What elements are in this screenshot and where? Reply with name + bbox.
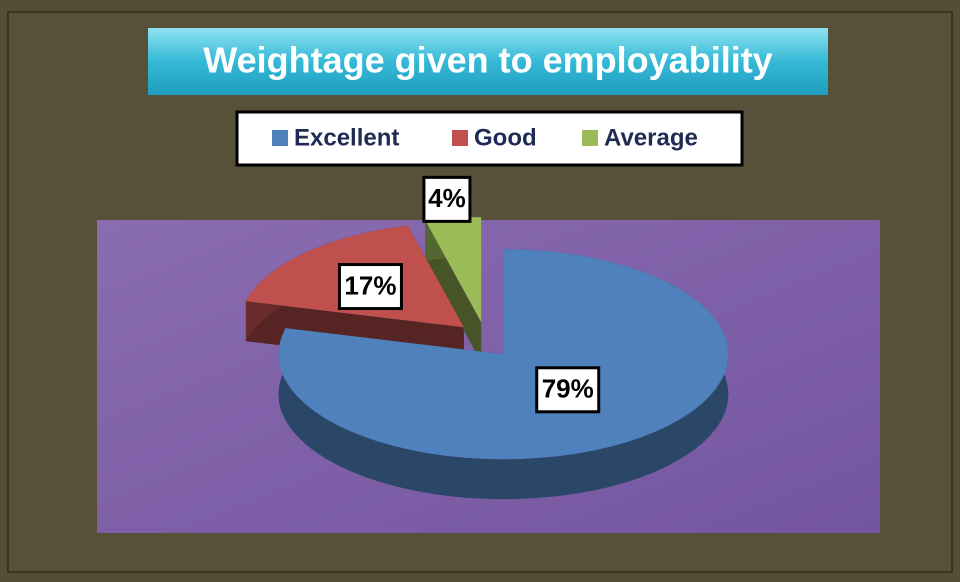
legend: Excellent Good Average bbox=[272, 124, 698, 151]
legend-swatch bbox=[272, 130, 288, 146]
data-label-box bbox=[535, 366, 601, 414]
legend-box bbox=[235, 110, 744, 167]
legend-label: Excellent bbox=[294, 124, 399, 151]
pie-slice bbox=[278, 249, 729, 460]
data-label: 4% bbox=[428, 183, 466, 213]
title-box bbox=[148, 28, 828, 95]
legend-swatch bbox=[582, 130, 598, 146]
chart-title: Weightage given to employability bbox=[203, 40, 772, 81]
data-label-box bbox=[337, 263, 403, 311]
legend-swatch bbox=[452, 130, 468, 146]
data-label: 17% bbox=[344, 270, 396, 300]
data-label-box bbox=[422, 175, 472, 223]
data-label: 79% bbox=[542, 374, 594, 404]
legend-label: Average bbox=[604, 124, 698, 151]
pie-slice bbox=[425, 217, 482, 323]
pie: 79% 17% 4% bbox=[245, 175, 729, 500]
legend-label: Good bbox=[474, 124, 537, 151]
